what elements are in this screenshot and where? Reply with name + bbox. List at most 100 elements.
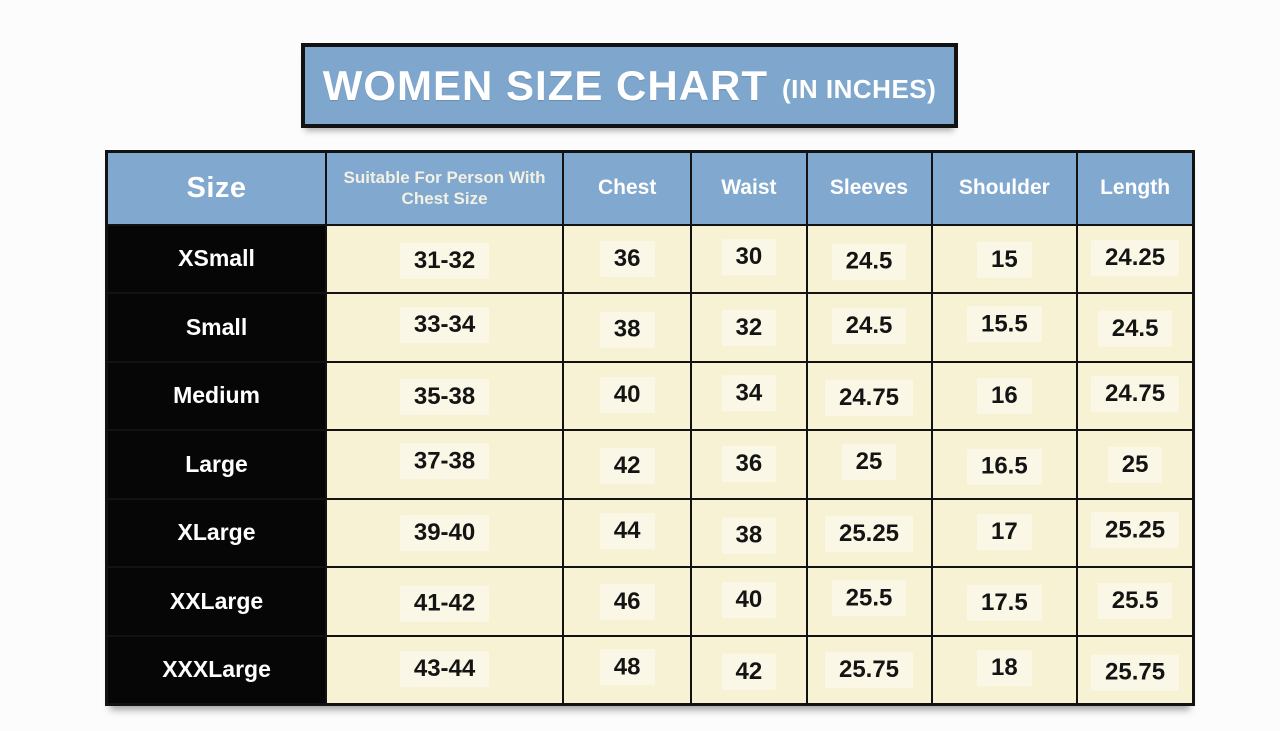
cell-value: 48	[599, 648, 655, 685]
value-cell: 44	[562, 497, 693, 568]
table-row-large: Large 37-38 42 36 25 16.5 25	[105, 429, 1195, 500]
value-cell: 17.5	[930, 566, 1079, 637]
cell-value: 42	[599, 448, 655, 485]
value-cell: 35-38	[325, 360, 565, 431]
value-cell: 24.25	[1076, 223, 1195, 294]
value-cell: 36	[690, 429, 808, 500]
value-cell: 36	[562, 223, 693, 294]
cell-value: 36	[599, 240, 655, 277]
size-cell: Small	[105, 292, 328, 363]
cell-value: 24.5	[831, 243, 907, 280]
size-cell: XXLarge	[105, 566, 328, 637]
cell-value: 24.75	[1091, 375, 1180, 412]
value-cell: 24.5	[805, 223, 933, 294]
column-header-length: Length	[1076, 150, 1195, 226]
cell-value: 16	[976, 377, 1032, 414]
value-cell: 17	[930, 497, 1079, 568]
value-cell: 24.5	[1076, 292, 1195, 363]
size-cell: Medium	[105, 360, 328, 431]
cell-value: 43-44	[399, 650, 490, 687]
value-cell: 48	[562, 634, 693, 705]
value-cell: 25.5	[1076, 566, 1195, 637]
cell-value: 15	[976, 241, 1032, 278]
cell-value: 34	[721, 375, 777, 412]
size-cell: Large	[105, 429, 328, 500]
page-title-suffix: (IN INCHES)	[782, 74, 937, 104]
cell-value: 24.75	[824, 379, 914, 416]
cell-value: 41-42	[399, 585, 490, 622]
cell-value: 42	[721, 653, 777, 690]
value-cell: 24.75	[805, 360, 933, 431]
table-row-xlarge: XLarge 39-40 44 38 25.25 17 25.25	[105, 497, 1195, 568]
title-banner: WOMEN SIZE CHART (IN INCHES)	[301, 43, 958, 128]
table-row-medium: Medium 35-38 40 34 24.75 16 24.75	[105, 360, 1195, 431]
value-cell: 43-44	[325, 634, 565, 705]
cell-value: 17	[976, 513, 1032, 550]
cell-value: 25.5	[1097, 583, 1173, 620]
value-cell: 16.5	[930, 429, 1079, 500]
cell-value: 38	[599, 311, 655, 348]
cell-value: 25.25	[824, 515, 914, 552]
cell-value: 31-32	[399, 242, 490, 279]
table-row-xsmall: XSmall 31-32 36 30 24.5 15 24.25	[105, 223, 1195, 294]
value-cell: 39-40	[325, 497, 565, 568]
value-cell: 33-34	[325, 292, 565, 363]
column-header-chest: Chest	[562, 150, 693, 226]
cell-value: 16.5	[966, 448, 1042, 485]
cell-value: 24.25	[1091, 239, 1180, 276]
cell-value: 25	[841, 444, 897, 481]
value-cell: 46	[562, 566, 693, 637]
cell-value: 39-40	[399, 514, 490, 551]
column-header-size: Size	[105, 150, 328, 226]
cell-value: 40	[599, 376, 655, 413]
cell-value: 33-34	[399, 307, 490, 344]
table-row-xxxlarge: XXXLarge 43-44 48 42 25.75 18 25.75	[105, 634, 1195, 705]
value-cell: 18	[930, 634, 1079, 705]
value-cell: 34	[690, 360, 808, 431]
value-cell: 15.5	[930, 292, 1079, 363]
value-cell: 40	[690, 566, 808, 637]
column-header-suitable-chest-size: Suitable For Person With Chest Size	[325, 150, 565, 226]
column-header-sleeves: Sleeves	[805, 150, 933, 226]
value-cell: 25.25	[805, 497, 933, 568]
size-cell: XLarge	[105, 497, 328, 568]
page-title: WOMEN SIZE CHART	[322, 61, 769, 109]
cell-value: 25	[1107, 447, 1163, 484]
cell-value: 40	[721, 582, 777, 619]
value-cell: 16	[930, 360, 1079, 431]
cell-value: 32	[721, 310, 777, 347]
cell-value: 25.75	[824, 651, 914, 688]
header-row: Size Suitable For Person With Chest Size C…	[105, 150, 1195, 226]
cell-value: 38	[721, 517, 777, 554]
value-cell: 25.5	[805, 566, 933, 637]
cell-value: 46	[599, 584, 655, 621]
size-chart-table: Size Suitable For Person With Chest Size C…	[105, 150, 1195, 706]
cell-value: 36	[721, 446, 777, 483]
table-row-xxlarge: XXLarge 41-42 46 40 25.5 17.5 25.5	[105, 566, 1195, 637]
value-cell: 40	[562, 360, 693, 431]
cell-value: 25.5	[831, 580, 907, 617]
value-cell: 15	[930, 223, 1079, 294]
value-cell: 41-42	[325, 566, 565, 637]
cell-value: 37-38	[399, 443, 490, 480]
value-cell: 31-32	[325, 223, 565, 294]
cell-value: 17.5	[966, 585, 1042, 622]
value-cell: 38	[562, 292, 693, 363]
cell-value: 24.5	[831, 308, 907, 345]
value-cell: 24.5	[805, 292, 933, 363]
cell-value: 35-38	[399, 378, 490, 415]
cell-value: 25.25	[1091, 512, 1180, 549]
table-row-small: Small 33-34 38 32 24.5 15.5 24.5	[105, 292, 1195, 363]
cell-value: 30	[721, 238, 777, 275]
column-header-shoulder: Shoulder	[930, 150, 1079, 226]
value-cell: 25	[1076, 429, 1195, 500]
table-body: XSmall 31-32 36 30 24.5 15 24.25 Small 33-34 38 32…	[105, 223, 1195, 705]
value-cell: 38	[690, 497, 808, 568]
cell-value: 44	[599, 512, 655, 549]
size-cell: XSmall	[105, 223, 328, 294]
table-header: Size Suitable For Person With Chest Size C…	[105, 150, 1195, 226]
value-cell: 30	[690, 223, 808, 294]
value-cell: 25.25	[1076, 497, 1195, 568]
cell-value: 24.5	[1097, 311, 1173, 348]
